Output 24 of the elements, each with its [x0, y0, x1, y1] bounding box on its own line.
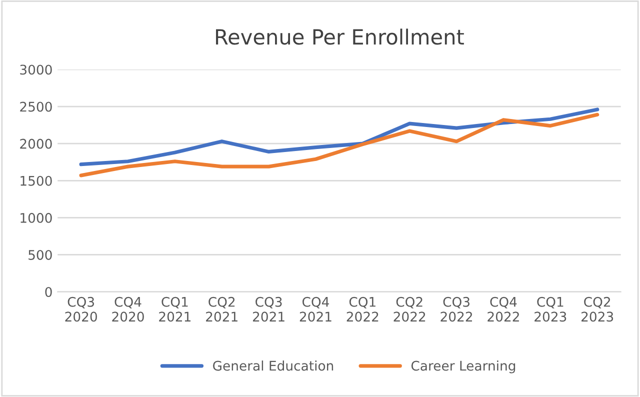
x-tick-label: CQ2 2021 — [206, 296, 238, 322]
x-tick-label: CQ1 2022 — [346, 296, 378, 322]
line-series — [79, 112, 600, 178]
y-tick-label: 1000 — [20, 212, 52, 223]
x-tick-label: CQ3 2021 — [252, 296, 284, 322]
y-tick-label: 2500 — [20, 102, 52, 112]
x-tick-label: CQ1 2023 — [534, 296, 566, 322]
x-tick-label: CQ3 2020 — [65, 296, 97, 322]
y-tick-label: 3000 — [20, 64, 52, 75]
x-tick-label: CQ4 2022 — [488, 296, 519, 322]
x-tick-label: CQ2 2022 — [394, 296, 426, 322]
y-tick-label: 500 — [28, 250, 52, 260]
x-tick-label: CQ1 2021 — [159, 296, 191, 322]
y-tick-label: 0 — [45, 287, 52, 297]
x-tick-label: CQ3 2022 — [440, 296, 472, 322]
line-series — [79, 108, 600, 166]
chart-title: Revenue Per Enrollment — [216, 28, 464, 45]
y-tick-label: 2000 — [20, 138, 52, 149]
x-tick-label: CQ2 2023 — [582, 296, 614, 322]
legend-label: Career Learning — [411, 360, 516, 374]
y-tick-label: 1500 — [20, 176, 52, 186]
legend-label: General Education — [213, 360, 334, 371]
x-tick-label: CQ4 2020 — [112, 296, 144, 322]
x-tick-label: CQ4 2021 — [300, 296, 332, 322]
